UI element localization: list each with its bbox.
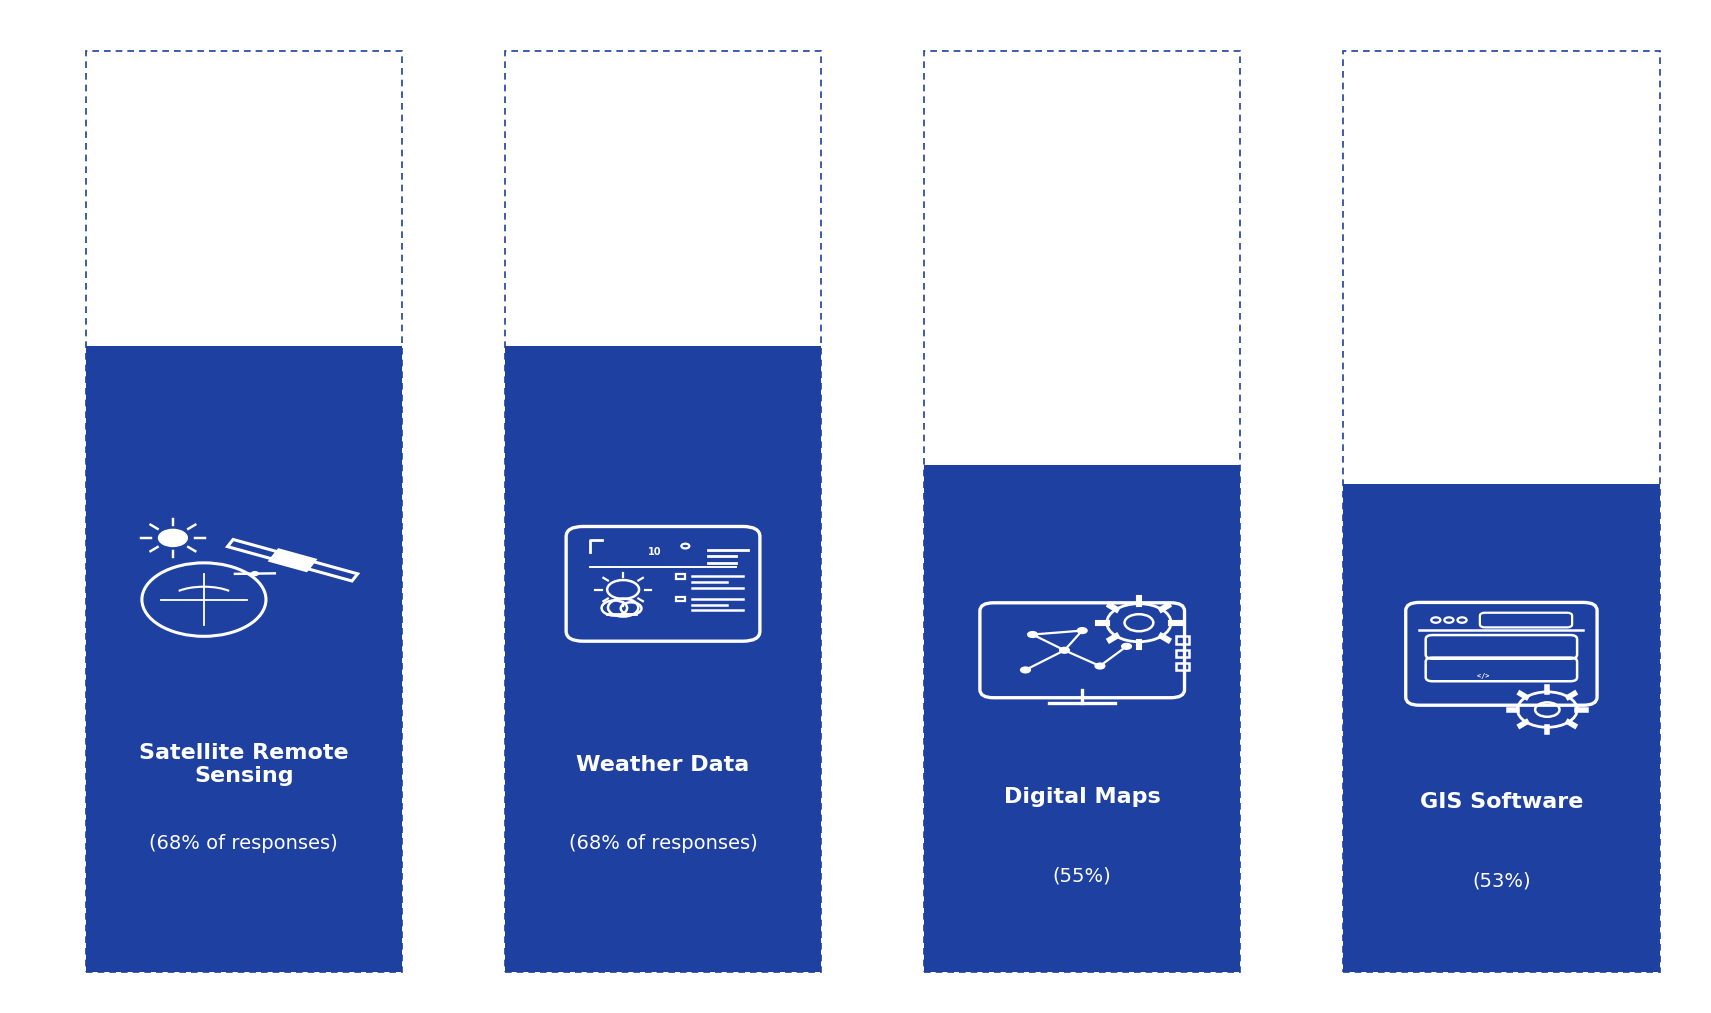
Bar <box>1343 484 1660 972</box>
Circle shape <box>1122 643 1131 649</box>
Text: </>: </> <box>1477 674 1494 680</box>
Circle shape <box>1095 664 1105 669</box>
Circle shape <box>1028 632 1037 637</box>
Bar <box>676 597 686 602</box>
Bar <box>1177 663 1189 670</box>
Text: Satellite Remote
Sensing: Satellite Remote Sensing <box>139 744 349 786</box>
Bar <box>1177 649 1189 656</box>
Bar <box>505 345 821 972</box>
Circle shape <box>252 571 258 575</box>
Text: Digital Maps: Digital Maps <box>1004 787 1160 807</box>
Bar <box>924 465 1240 972</box>
Bar <box>676 574 686 578</box>
Text: Weather Data: Weather Data <box>577 755 749 775</box>
Circle shape <box>1020 667 1030 673</box>
Text: 10: 10 <box>648 547 662 557</box>
Circle shape <box>1059 647 1069 653</box>
Bar <box>86 345 402 972</box>
Text: (53%): (53%) <box>1471 871 1531 890</box>
Circle shape <box>1078 628 1086 633</box>
Text: GIS Software: GIS Software <box>1420 792 1583 812</box>
Bar <box>1177 636 1189 643</box>
Text: (55%): (55%) <box>1052 866 1112 885</box>
Text: (68% of responses): (68% of responses) <box>149 835 339 853</box>
Text: (68% of responses): (68% of responses) <box>568 835 758 853</box>
Polygon shape <box>270 550 315 570</box>
Circle shape <box>159 530 186 546</box>
